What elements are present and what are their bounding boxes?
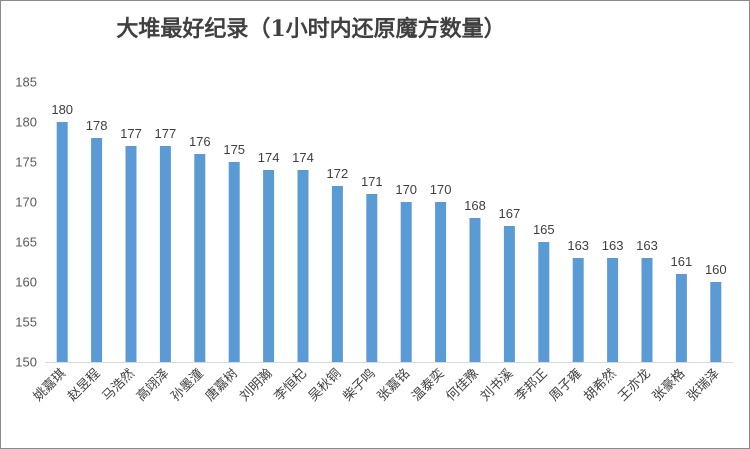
x-tick-label: 姚嘉琪: [31, 366, 69, 404]
x-tick-label: 李邦正: [512, 366, 550, 404]
y-tick-label: 150: [15, 355, 37, 370]
x-tick-label: 孙墨潼: [168, 366, 207, 405]
y-tick-label: 185: [15, 75, 37, 90]
x-tick-label: 李恒杞: [272, 366, 310, 404]
data-label: 176: [189, 134, 211, 149]
bar: [228, 162, 240, 362]
x-tick-label: 赵昱程: [65, 366, 103, 404]
x-tick-label: 张嘉铭: [375, 366, 413, 404]
data-label: 178: [86, 118, 108, 133]
y-tick-label: 165: [15, 235, 37, 250]
x-tick-label: 刘书溪: [478, 366, 516, 404]
bar: [366, 194, 378, 362]
data-label: 177: [155, 126, 177, 141]
data-label: 163: [602, 238, 624, 253]
data-label: 172: [327, 166, 349, 181]
x-tick-label: 王亦龙: [615, 366, 654, 405]
y-tick-label: 170: [15, 195, 37, 210]
x-tick-label: 张瑞泽: [684, 366, 722, 404]
bar: [538, 242, 550, 362]
data-label: 175: [223, 142, 245, 157]
data-label: 163: [567, 238, 589, 253]
bar: [435, 202, 447, 362]
x-tick-label: 唐嘉树: [202, 366, 241, 405]
bar-series: [56, 122, 722, 362]
bar: [469, 218, 481, 362]
data-label: 174: [258, 150, 280, 165]
bar: [56, 122, 68, 362]
x-tick-label: 温泰奕: [409, 366, 448, 405]
x-tick-label: 胡希然: [581, 366, 620, 405]
bar: [641, 258, 653, 362]
x-axis: 姚嘉琪赵昱程马浩然高翊泽孙墨潼唐嘉树刘明瀚李恒杞吴秋铜柴子鸣张嘉铭温泰奕何佳豫刘…: [31, 362, 733, 405]
bar: [263, 170, 275, 362]
bar: [159, 146, 171, 362]
bar: [91, 138, 103, 362]
bar: [331, 186, 343, 362]
data-label: 163: [636, 238, 658, 253]
chart-title: 大堆最好纪录（1小时内还原魔方数量）: [116, 16, 506, 42]
y-tick-label: 160: [15, 275, 37, 290]
x-tick-label: 周子雍: [546, 366, 585, 405]
data-label: 167: [499, 206, 521, 221]
bar: [607, 258, 619, 362]
x-tick-label: 何佳豫: [443, 366, 482, 405]
y-axis: 150 155 160 165 170 175 180 185: [15, 75, 37, 370]
x-tick-label: 柴子鸣: [340, 366, 379, 405]
data-label: 171: [361, 174, 383, 189]
bar: [675, 274, 687, 362]
data-label: 160: [705, 262, 727, 277]
x-tick-label: 高翊泽: [133, 366, 172, 405]
data-label: 165: [533, 222, 555, 237]
bar: [125, 146, 137, 362]
y-tick-label: 155: [15, 315, 37, 330]
x-tick-label: 吴秋铜: [306, 366, 344, 404]
x-tick-label: 张豪格: [649, 366, 688, 405]
bar: [572, 258, 584, 362]
y-tick-label: 180: [15, 115, 37, 130]
bar: [400, 202, 412, 362]
data-label: 174: [292, 150, 314, 165]
data-labels: 180 178 177 177 176 175 174 174 172 171 170 170 168 1…: [51, 102, 726, 277]
data-label: 177: [120, 126, 142, 141]
bar: [194, 154, 206, 362]
x-tick-label: 马浩然: [99, 366, 138, 405]
data-label: 161: [671, 254, 693, 269]
bar: [503, 226, 515, 362]
data-label: 170: [430, 182, 452, 197]
y-tick-label: 175: [15, 155, 37, 170]
data-label: 180: [51, 102, 73, 117]
data-label: 168: [464, 198, 486, 213]
bar: [297, 170, 309, 362]
data-label: 170: [395, 182, 417, 197]
x-tick-label: 刘明瀚: [237, 366, 275, 404]
bar: [710, 282, 722, 362]
